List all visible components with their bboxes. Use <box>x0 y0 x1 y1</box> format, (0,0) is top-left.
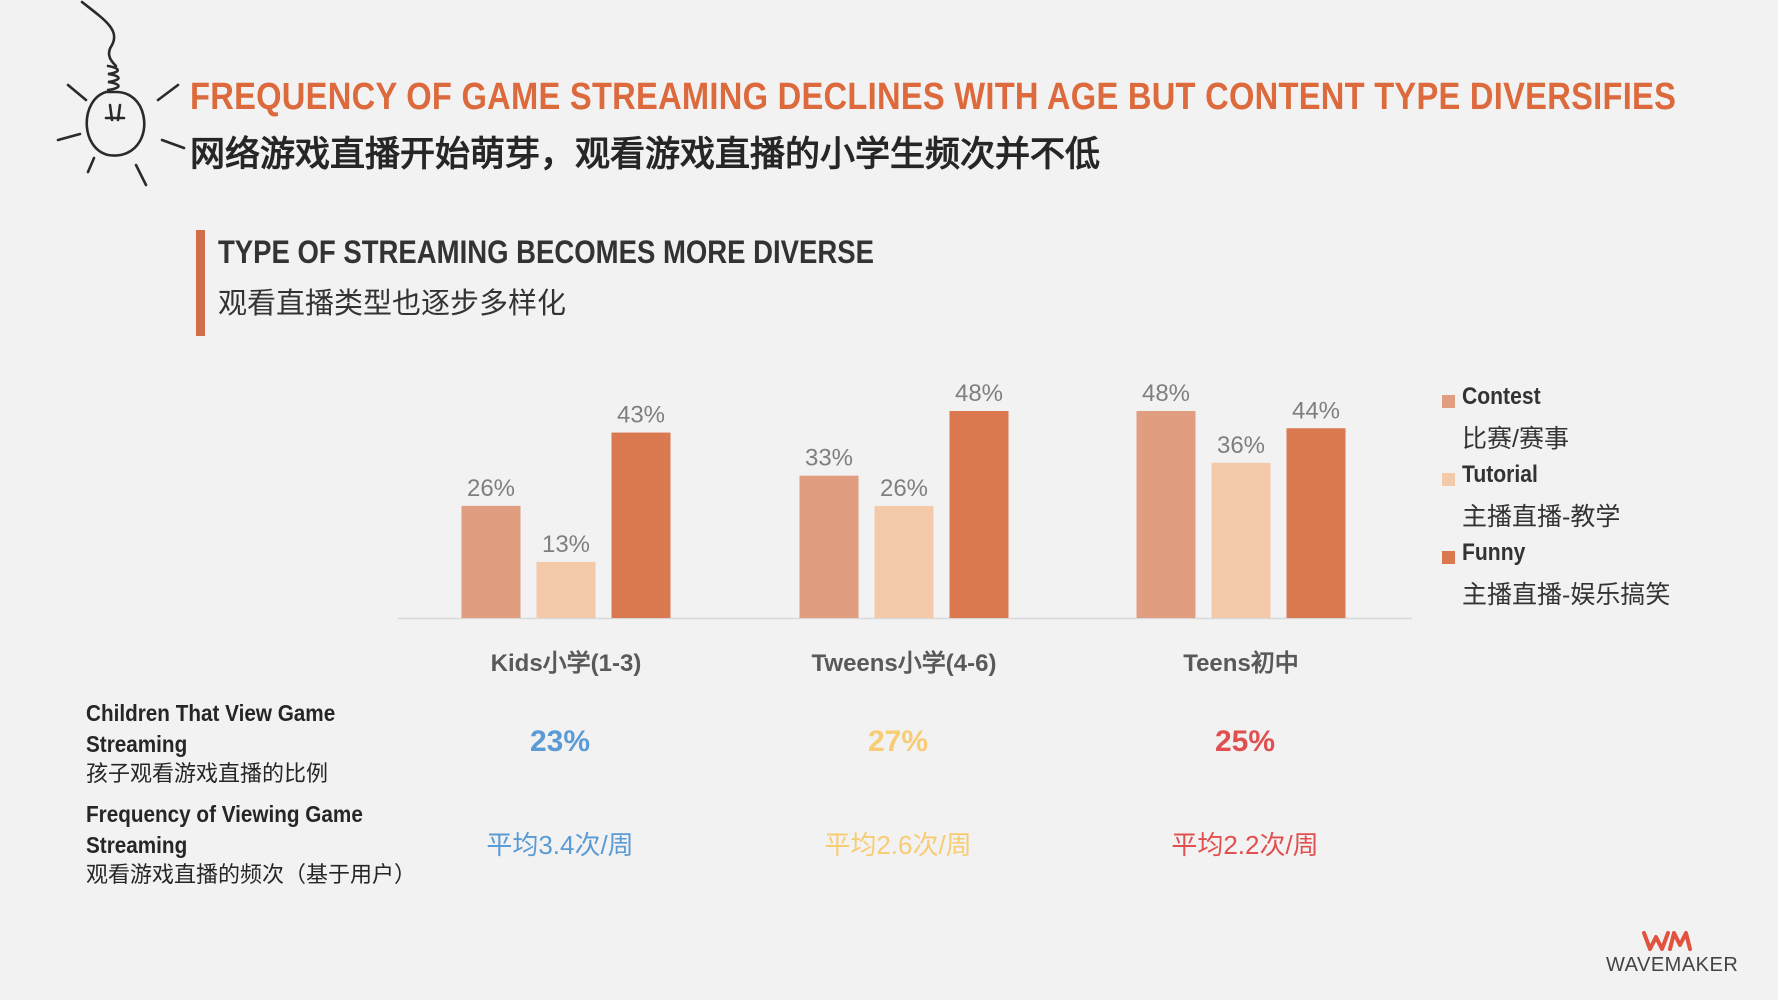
viewing-stat-teens: 25% <box>1214 725 1276 758</box>
data-label-funny-1: 48% <box>955 380 1003 407</box>
section-accent-bar <box>196 230 205 336</box>
bar-tutorial-1 <box>874 505 934 618</box>
frequency-stat-tweens: 平均2.6次/周 <box>824 830 972 860</box>
legend-item-tutorial: Tutorial 主播直播-教学 <box>1440 461 1740 539</box>
section-title: TYPE OF STREAMING BECOMES MORE DIVERSE <box>218 234 874 270</box>
bar-contest-2 <box>1136 411 1196 618</box>
legend-label-cn: 主播直播-娱乐搞笑 <box>1462 581 1671 609</box>
section-subtitle: 观看直播类型也逐步多样化 <box>218 288 567 320</box>
category-label-tweens: Tweens小学(4-6) <box>811 650 997 677</box>
category-label-teens: Teens初中 <box>1183 650 1299 677</box>
category-label-kids: Kids小学(1-3) <box>490 650 642 677</box>
row-label-frequency: Frequency of Viewing Game Streaming 观看游戏… <box>86 799 466 889</box>
bar-funny-0 <box>611 432 671 618</box>
data-label-contest-2: 48% <box>1142 380 1190 407</box>
data-label-tutorial-2: 36% <box>1217 432 1265 459</box>
bar-contest-0 <box>461 505 521 618</box>
bar-funny-2 <box>1286 428 1346 618</box>
data-label-funny-0: 43% <box>617 402 665 429</box>
data-label-tutorial-0: 13% <box>542 531 590 558</box>
row-label-viewing: Children That View Game Streaming 孩子观看游戏… <box>86 698 466 788</box>
bar-chart: 26% 13% 43% 33% 26% 48% 48% 36% 44% <box>398 380 1412 620</box>
legend-swatch-tutorial <box>1442 473 1455 486</box>
page-title: FREQUENCY OF GAME STREAMING DECLINES WIT… <box>190 76 1677 118</box>
page-subtitle: 网络游戏直播开始萌芽，观看游戏直播的小学生频次并不低 <box>190 135 1101 174</box>
lightbulb-icon <box>56 0 186 187</box>
bar-tutorial-2 <box>1211 462 1271 618</box>
row-label-cn: 观看游戏直播的频次（基于用户） <box>86 862 417 887</box>
legend-label: Funny <box>1462 539 1526 566</box>
frequency-stat-teens: 平均2.2次/周 <box>1171 830 1319 860</box>
viewing-stat-kids: 23% <box>529 725 591 758</box>
legend-label-cn: 比赛/赛事 <box>1462 425 1569 453</box>
legend-label-cn: 主播直播-教学 <box>1462 503 1621 531</box>
data-label-funny-2: 44% <box>1292 397 1340 424</box>
legend-label: Tutorial <box>1462 461 1538 488</box>
data-label-contest-0: 26% <box>467 475 515 502</box>
data-label-tutorial-1: 26% <box>880 475 928 502</box>
viewing-stat-tweens: 27% <box>867 725 929 758</box>
bar-funny-1 <box>949 411 1009 618</box>
wm-logo-mark <box>1642 931 1692 951</box>
data-label-contest-1: 33% <box>805 445 853 472</box>
row-label-en: Frequency of Viewing Game Streaming <box>86 801 363 858</box>
legend-swatch-funny <box>1442 551 1455 564</box>
logo-text: WAVEMAKER <box>1606 954 1739 976</box>
legend-item-contest: Contest 比赛/赛事 <box>1440 383 1740 461</box>
row-label-cn: 孩子观看游戏直播的比例 <box>86 761 329 786</box>
row-label-en: Children That View Game Streaming <box>86 700 336 757</box>
bar-tutorial-0 <box>536 561 596 618</box>
chart-legend: Contest 比赛/赛事 Tutorial 主播直播-教学 Funny 主播直… <box>1440 383 1740 617</box>
legend-item-funny: Funny 主播直播-娱乐搞笑 <box>1440 539 1740 617</box>
wavemaker-logo: WAVEMAKER <box>1606 930 1739 977</box>
frequency-stat-kids: 平均3.4次/周 <box>486 830 634 860</box>
legend-swatch-contest <box>1442 395 1455 408</box>
bar-contest-1 <box>799 475 859 618</box>
legend-label: Contest <box>1462 383 1541 410</box>
